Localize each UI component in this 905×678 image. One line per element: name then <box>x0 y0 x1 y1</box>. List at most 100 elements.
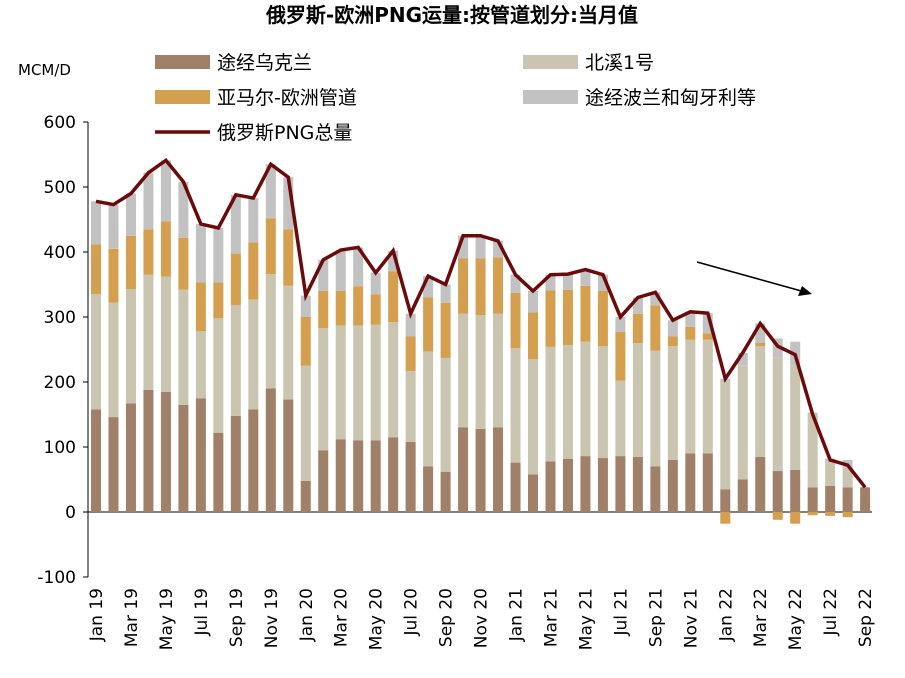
x-tick-label: Mar 22 <box>751 588 771 647</box>
x-tick-label: Jan 20 <box>297 588 317 642</box>
bar-segment <box>772 357 783 472</box>
bar-segment <box>580 285 591 342</box>
legend-swatch <box>155 55 210 69</box>
bar-segment <box>545 461 556 512</box>
bar-segment <box>405 441 416 512</box>
bar-segment <box>807 487 818 512</box>
bar-segment <box>318 291 329 329</box>
bar-segment <box>632 456 643 512</box>
bar-segment <box>632 313 643 343</box>
bar-segment <box>702 339 713 454</box>
total-line <box>95 157 867 489</box>
bar-segment <box>580 269 591 286</box>
x-tick-label: Jan 19 <box>87 588 107 642</box>
bar-segment <box>650 292 661 306</box>
bar-segment <box>335 291 346 326</box>
bar-segment <box>300 295 311 317</box>
bar-segment <box>213 318 224 433</box>
bar-segment <box>720 512 731 524</box>
legend-label: 途经波兰和匈牙利等 <box>585 87 756 109</box>
bar-segment <box>388 322 399 438</box>
bar-segment <box>370 272 381 295</box>
bar-segment <box>842 487 853 512</box>
bar-segment <box>230 253 241 306</box>
bar-segment <box>335 250 346 291</box>
bar-segment <box>702 453 713 512</box>
bar-segment <box>685 339 696 454</box>
y-tick-label: 0 <box>65 503 76 523</box>
bar-segment <box>178 404 189 512</box>
bar-segment <box>825 486 836 512</box>
bar-segment <box>580 456 591 512</box>
bar-segment <box>737 352 748 366</box>
x-tick-label: Mar 20 <box>332 588 352 647</box>
x-tick-label: Sep 20 <box>437 588 457 647</box>
y-tick-label: 200 <box>44 373 76 393</box>
bar-segment <box>388 250 399 272</box>
bar-segment <box>737 365 748 480</box>
legend-label: 亚马尔-欧洲管道 <box>217 87 357 109</box>
bar-segment <box>528 359 538 475</box>
bar-segment <box>91 409 101 512</box>
bar-segment <box>283 177 294 230</box>
bar-segment <box>650 466 661 512</box>
legend-swatch <box>523 90 578 104</box>
bar-segment <box>405 336 416 371</box>
bar-segment <box>353 440 364 512</box>
y-tick-label: 600 <box>44 113 76 133</box>
bar-segment <box>562 458 573 512</box>
bar-segment <box>108 417 119 512</box>
bar-segment <box>91 294 101 410</box>
bar-segment <box>510 274 521 293</box>
bar-segment <box>493 257 504 314</box>
bar-segment <box>475 258 486 316</box>
bar-segment <box>475 428 486 512</box>
bar-segment <box>493 240 504 258</box>
bar-segment <box>143 229 154 275</box>
x-tick-label: Sep 21 <box>646 588 666 647</box>
bar-segment <box>440 471 451 512</box>
bar-segment <box>755 323 766 343</box>
bar-segment <box>370 324 381 441</box>
legend-swatch <box>155 90 210 104</box>
bar-segment <box>125 193 136 236</box>
y-tick-label: -100 <box>37 568 76 588</box>
bar-segment <box>825 512 836 516</box>
bar-segment <box>108 302 119 418</box>
bar-segment <box>213 432 224 512</box>
bar-segment <box>842 467 853 488</box>
x-tick-label: May 21 <box>576 588 596 650</box>
trend-arrow <box>696 261 806 293</box>
bar-segment <box>667 320 678 337</box>
bar-segment <box>615 331 626 381</box>
bar-segment <box>143 274 154 390</box>
x-tick-label: May 19 <box>157 588 177 650</box>
bar-segment <box>737 479 748 512</box>
bar-segment <box>685 311 696 327</box>
bar-segment <box>720 489 731 512</box>
bar-segment <box>562 274 573 290</box>
bar-segment <box>160 276 171 392</box>
x-tick-label: Nov 19 <box>262 588 282 648</box>
bar-segment <box>335 439 346 512</box>
bar-segment <box>423 276 434 298</box>
bar-segment <box>632 297 643 314</box>
bar-segment <box>790 365 801 470</box>
x-tick-label: Jul 21 <box>611 588 631 637</box>
bar-segment <box>545 290 556 347</box>
bar-segment <box>195 331 206 399</box>
bar-segment <box>475 235 486 259</box>
bar-segment <box>300 317 311 366</box>
bar-segment <box>685 453 696 512</box>
bar-segment <box>650 350 661 467</box>
bar-segment <box>528 291 538 313</box>
bar-segment <box>545 346 556 462</box>
bar-segment <box>108 248 119 303</box>
bar-segment <box>790 512 801 524</box>
x-tick-label: Jul 20 <box>402 588 422 637</box>
bar-segment <box>440 357 451 472</box>
bar-segment <box>510 462 521 512</box>
bar-segment <box>265 388 276 512</box>
bar-segment <box>528 312 538 360</box>
bar-segment <box>458 313 469 428</box>
